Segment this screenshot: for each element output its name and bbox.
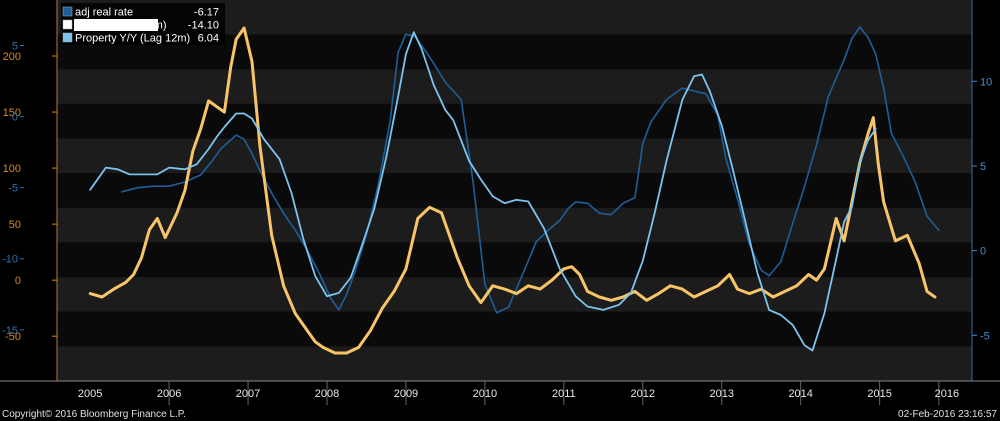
legend-label: Property Y/Y (Lag 12m)	[75, 33, 190, 45]
grid-band	[57, 69, 972, 104]
left-tick-label: 100	[3, 163, 21, 175]
legend: adj real rate -6.17 SHCOMP (lag 6m) -14.10P…	[61, 3, 225, 45]
right-tick-label: 0	[980, 246, 986, 258]
x-tick-label: 2006	[157, 388, 181, 400]
left-tick-label: 150	[3, 107, 21, 119]
x-tick-label: 2011	[552, 388, 576, 400]
grid-band	[57, 346, 972, 381]
x-axis-strip	[0, 381, 1000, 408]
left-inner-axis-ticks: -15 -10 -5 0 5	[2, 40, 24, 337]
x-tick-label: 2008	[315, 388, 339, 400]
series-lines	[88, 26, 940, 355]
left-tick-label: 0	[15, 275, 21, 287]
legend-highlight	[74, 19, 158, 31]
legend-swatch	[62, 19, 73, 30]
right-tick-label: 10	[980, 76, 992, 88]
grid-band	[57, 173, 972, 208]
grid-band	[57, 103, 972, 139]
left-tick-label: 200	[3, 51, 21, 63]
x-tick-label: 2014	[788, 388, 812, 400]
x-axis: 2005 2006 2007 2008 2009 2010 2011 2012 2013 2014…	[0, 380, 1000, 408]
grid-band	[57, 207, 972, 243]
grid-band	[57, 242, 972, 278]
left-inner-tick-label: 0	[12, 112, 18, 124]
x-tick-label: 2007	[236, 388, 260, 400]
right-axis-ticks: -5 0 5 10	[972, 76, 992, 342]
left-inner-tick-label: -10	[2, 254, 18, 266]
legend-label: adj real rate	[75, 7, 133, 19]
series-line-1	[88, 26, 937, 355]
legend-value: -6.17	[194, 7, 219, 19]
x-tick-label: 2009	[394, 388, 418, 400]
left-inner-tick-label: -15	[2, 325, 18, 337]
legend-label: SHCOMP (lag 6m)	[75, 20, 166, 32]
left-tick-label: -50	[5, 331, 21, 343]
right-tick-label: -5	[980, 330, 990, 342]
series-line-2	[89, 31, 877, 352]
left-inner-tick-label: -5	[8, 183, 18, 195]
grid-bands	[57, 0, 972, 381]
x-tick-label: 2010	[473, 388, 497, 400]
x-tick-label: 2013	[709, 388, 733, 400]
x-tick-label: 2005	[78, 388, 102, 400]
x-tick-label: 2015	[867, 388, 891, 400]
legend-swatch	[62, 6, 73, 17]
copyright-text: Copyright© 2016 Bloomberg Finance L.P.	[2, 409, 186, 420]
left-tick-label: 50	[9, 219, 21, 231]
timestamp-text: 02-Feb-2016 23:16:57	[898, 409, 997, 420]
legend-value: -14.10	[188, 20, 219, 32]
series-line-0	[120, 26, 940, 314]
x-tick-label: 2012	[631, 388, 655, 400]
grid-band	[57, 311, 972, 347]
left-inner-tick-label: 5	[12, 40, 18, 52]
grid-band	[57, 138, 972, 174]
right-tick-label: 5	[980, 161, 986, 173]
legend-value: 6.04	[198, 33, 219, 45]
legend-swatch	[62, 32, 73, 43]
x-tick-label: 2016	[935, 388, 959, 400]
